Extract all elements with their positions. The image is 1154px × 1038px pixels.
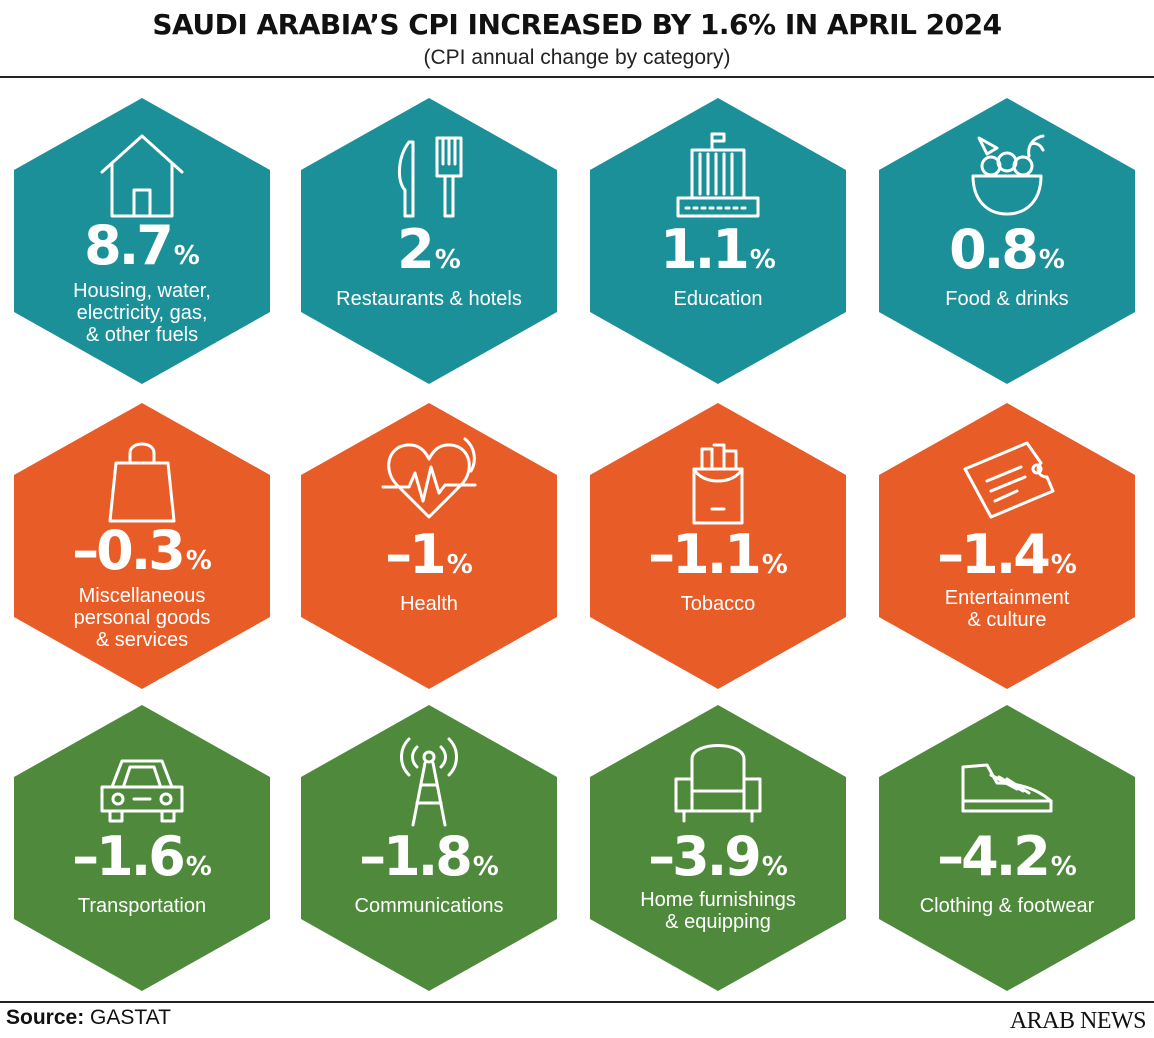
category-hexagon-entertainment: –1.4% Entertainment & culture	[877, 401, 1137, 691]
value-number: –1.1	[648, 523, 762, 586]
value-number: 2	[397, 218, 435, 281]
page-title: SAUDI ARABIA’S CPI INCREASED BY 1.6% IN …	[152, 8, 1002, 41]
value-number: –1.6	[72, 825, 186, 888]
category-label: Clothing & footwear	[919, 895, 1095, 917]
category-hexagon-education: 1.1% Education	[588, 96, 848, 386]
shoe-icon	[961, 763, 1053, 813]
category-label: Housing, water, electricity, gas, & othe…	[73, 280, 211, 346]
category-label: Miscellaneous personal goods & services	[73, 585, 211, 651]
value-number: 1.1	[660, 218, 750, 281]
category-hexagon-tobacco: –1.1% Tobacco	[588, 401, 848, 691]
bottom-divider	[0, 1001, 1154, 1003]
source-value: GASTAT	[90, 1006, 171, 1029]
category-value: –1.6%	[12, 825, 272, 888]
page-subtitle: (CPI annual change by category)	[423, 46, 731, 69]
value-unit: %	[1050, 550, 1077, 580]
hexagon-shape	[301, 98, 557, 384]
hexagon-shape	[879, 705, 1135, 991]
category-hexagon-health: –1% Health	[299, 401, 559, 691]
category-label: Health	[400, 593, 458, 615]
category-label: Home furnishings & equipping	[640, 889, 796, 933]
value-unit: %	[185, 546, 212, 576]
category-value: –1.4%	[877, 523, 1137, 586]
knife-fork-icon	[398, 136, 463, 218]
hexagon-shape	[879, 403, 1135, 689]
category-value: 2%	[299, 218, 559, 281]
ticket-icon	[963, 441, 1055, 519]
value-number: 8.7	[84, 214, 174, 277]
value-unit: %	[173, 241, 200, 271]
hexagon-shape	[14, 705, 270, 991]
category-hexagon-clothing: –4.2% Clothing & footwear	[877, 703, 1137, 993]
category-label: Entertainment & culture	[944, 587, 1070, 631]
source-note: Source: GASTAT	[6, 1006, 171, 1030]
value-number: –0.3	[72, 519, 186, 582]
category-hexagon-furnishings: –3.9% Home furnishings & equipping	[588, 703, 848, 993]
cigarette-pack-icon	[692, 443, 744, 525]
value-number: –3.9	[648, 825, 762, 888]
category-value: 8.7%	[12, 214, 272, 277]
category-value: –1%	[299, 523, 559, 586]
category-value: –4.2%	[877, 825, 1137, 888]
top-divider	[0, 76, 1154, 78]
category-label: Education	[673, 288, 763, 310]
category-hexagon-transportation: –1.6% Transportation	[12, 703, 272, 993]
antenna-tower-icon	[400, 737, 458, 827]
brand-logo: ARAB NEWS	[1009, 1008, 1147, 1034]
value-number: –1.8	[359, 825, 473, 888]
hexagon-shape	[14, 403, 270, 689]
category-value: –1.1%	[588, 523, 848, 586]
hexagon-shape	[14, 98, 270, 384]
heartbeat-icon	[381, 437, 477, 519]
value-number: –4.2	[937, 825, 1051, 888]
value-unit: %	[185, 852, 212, 882]
value-unit: %	[446, 550, 473, 580]
shopping-bag-icon	[108, 442, 176, 523]
hexagon-shape	[590, 705, 846, 991]
armchair-icon	[674, 744, 762, 823]
value-number: –1	[385, 523, 447, 586]
category-value: –3.9%	[588, 825, 848, 888]
hexagon-shape	[879, 98, 1135, 384]
hexagon-shape	[301, 705, 557, 991]
category-label: Food & drinks	[945, 288, 1069, 310]
category-label: Communications	[354, 895, 504, 917]
category-label: Restaurants & hotels	[336, 288, 522, 310]
value-number: –1.4	[937, 523, 1051, 586]
category-value: –0.3%	[12, 519, 272, 582]
food-bowl-icon	[971, 134, 1045, 216]
category-hexagon-housing: 8.7% Housing, water, electricity, gas, & …	[12, 96, 272, 386]
category-value: –1.8%	[299, 825, 559, 888]
category-value: 1.1%	[588, 218, 848, 281]
value-unit: %	[761, 550, 788, 580]
category-hexagon-communications: –1.8% Communications	[299, 703, 559, 993]
value-number: 0.8	[949, 218, 1039, 281]
category-value: 0.8%	[877, 218, 1137, 281]
school-building-icon	[676, 132, 760, 218]
car-icon	[100, 759, 184, 823]
category-label: Transportation	[77, 895, 207, 917]
category-hexagon-food: 0.8% Food & drinks	[877, 96, 1137, 386]
value-unit: %	[1038, 245, 1065, 275]
value-unit: %	[472, 852, 499, 882]
source-label: Source:	[6, 1006, 85, 1029]
value-unit: %	[434, 245, 461, 275]
category-hexagon-misc: –0.3% Miscellaneous personal goods & serv…	[12, 401, 272, 691]
hexagon-shape	[590, 98, 846, 384]
value-unit: %	[749, 245, 776, 275]
hexagon-shape	[301, 403, 557, 689]
category-hexagon-restaurants: 2% Restaurants & hotels	[299, 96, 559, 386]
category-label: Tobacco	[680, 593, 756, 615]
house-icon	[100, 134, 184, 218]
value-unit: %	[1050, 852, 1077, 882]
value-unit: %	[761, 852, 788, 882]
hexagon-shape	[590, 403, 846, 689]
